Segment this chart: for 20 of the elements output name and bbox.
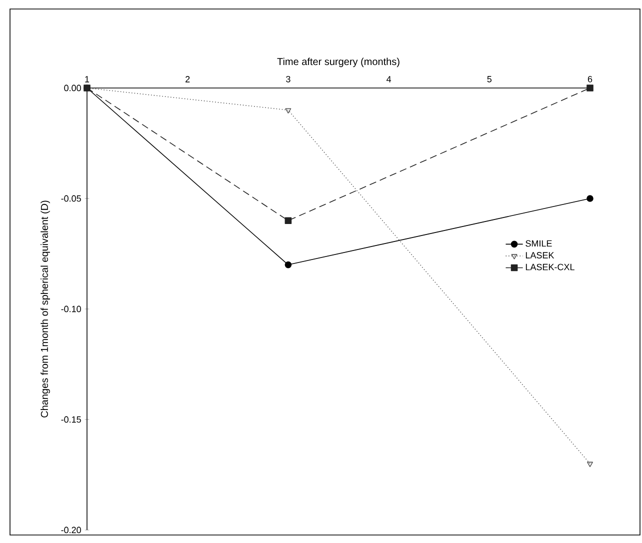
x-tick-label: 6: [588, 76, 592, 82]
x-tick-label: 4: [386, 76, 392, 82]
legend-label: LASEK: [526, 252, 554, 258]
x-tick-label: 3: [286, 76, 290, 82]
y-axis-title: Changes from 1month of spherical equivalent (D): [40, 200, 50, 418]
y-tick-label: -0.10: [61, 306, 81, 312]
x-tick-label: 1: [85, 76, 90, 82]
x-axis-title: Time after surgery (months): [277, 58, 400, 68]
x-tick-label: 5: [487, 76, 492, 82]
legend-label: SMILE: [526, 240, 552, 247]
y-tick-label: -0.15: [61, 416, 81, 423]
legend-label: LASEK-CXL: [526, 264, 574, 270]
y-tick-label: -0.20: [61, 526, 81, 534]
x-tick-label: 2: [186, 76, 190, 82]
y-tick-label: 0.00: [64, 84, 81, 92]
point: [586, 195, 594, 202]
point: [284, 261, 292, 268]
y-tick-label: -0.05: [61, 195, 81, 202]
point: [586, 84, 594, 92]
point: [284, 217, 292, 224]
